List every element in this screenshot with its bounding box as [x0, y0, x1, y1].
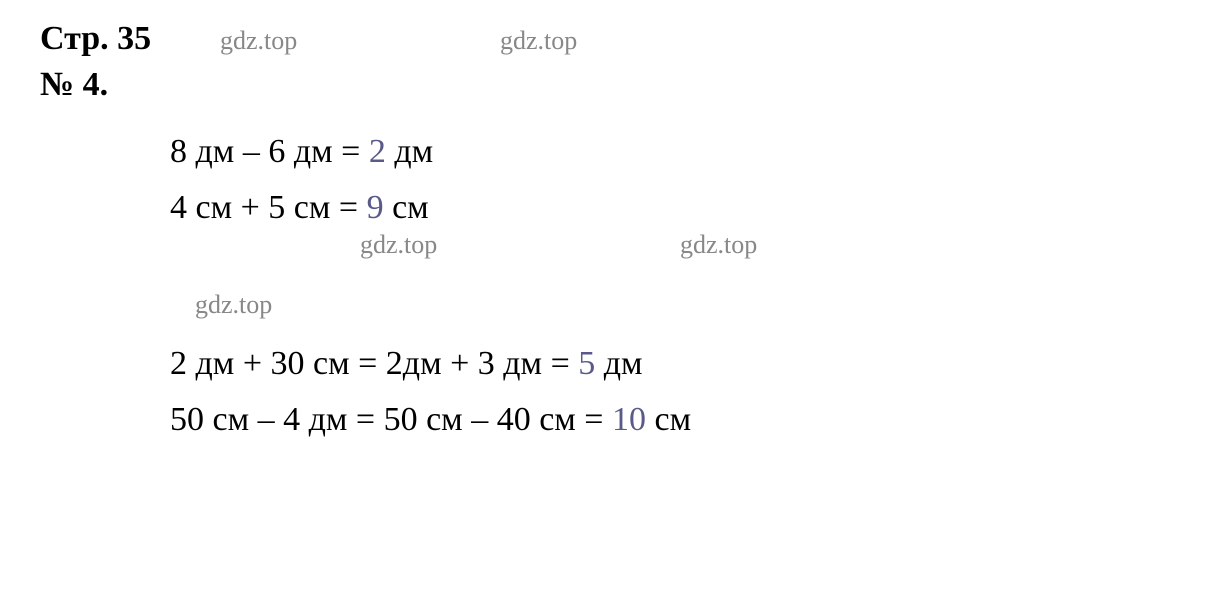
equation-result: 2	[369, 133, 386, 170]
equation-lhs: 2 дм + 30 см = 2дм + 3 дм =	[170, 345, 578, 382]
equation-block-1: 8 дм – 6 дм = 2 дм 4 см + 5 см = 9 см	[170, 124, 1181, 236]
watermark: gdz.top	[195, 290, 272, 320]
equation-suffix: дм	[386, 133, 433, 170]
equation-line: 8 дм – 6 дм = 2 дм	[170, 124, 1181, 180]
equation-result: 10	[612, 401, 646, 438]
equation-suffix: см	[384, 189, 429, 226]
watermark: gdz.top	[680, 230, 757, 260]
equation-result: 9	[367, 189, 384, 226]
equation-lhs: 50 см – 4 дм = 50 см – 40 см =	[170, 401, 612, 438]
equation-line: 50 см – 4 дм = 50 см – 40 см = 10 см	[170, 392, 1181, 448]
equation-suffix: дм	[595, 345, 642, 382]
watermark: gdz.top	[220, 26, 297, 56]
equation-suffix: см	[646, 401, 691, 438]
equation-result: 5	[578, 345, 595, 382]
equation-lhs: 8 дм – 6 дм =	[170, 133, 369, 170]
equation-line: 2 дм + 30 см = 2дм + 3 дм = 5 дм	[170, 336, 1181, 392]
equation-block-2: 2 дм + 30 см = 2дм + 3 дм = 5 дм 50 см –…	[170, 336, 1181, 448]
page-header: Стр. 35	[40, 20, 1181, 58]
watermark: gdz.top	[360, 230, 437, 260]
equation-line: 4 см + 5 см = 9 см	[170, 180, 1181, 236]
problem-number: № 4.	[40, 66, 1181, 104]
watermark: gdz.top	[500, 26, 577, 56]
equation-lhs: 4 см + 5 см =	[170, 189, 367, 226]
